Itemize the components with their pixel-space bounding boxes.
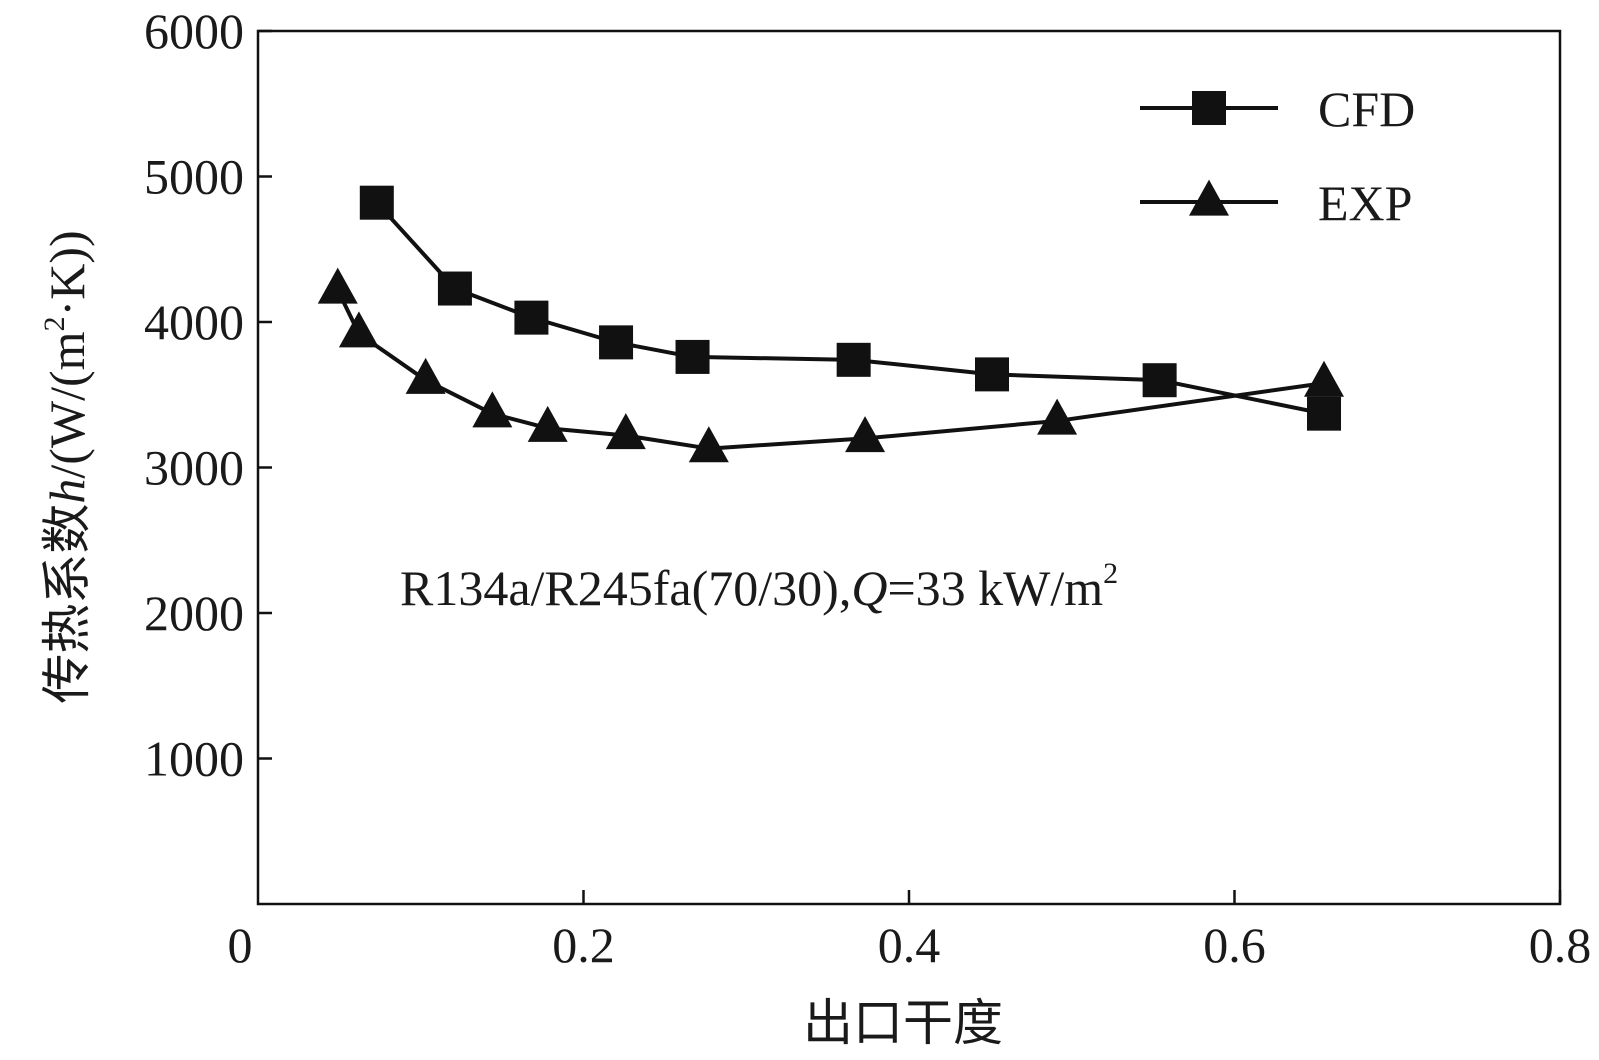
annotation-prefix: R134a/R245fa(70/30), — [400, 560, 851, 616]
legend-marker-exp — [1189, 179, 1229, 216]
point-cfd-4 — [599, 325, 634, 360]
point-exp-7 — [688, 426, 729, 463]
origin-label: 0 — [228, 917, 253, 973]
legend: CFD EXP — [1140, 81, 1415, 231]
point-cfd-2 — [437, 271, 472, 306]
point-cfd-3 — [514, 300, 549, 335]
chart-annotation: R134a/R245fa(70/30),Q=33 kW/m2 — [400, 557, 1118, 616]
plot-frame — [256, 29, 1562, 906]
point-exp-6 — [605, 413, 646, 450]
y-tick-label-6000: 6000 — [144, 3, 244, 59]
point-exp-1 — [317, 267, 358, 304]
x-axis-title: 出口干度 — [803, 995, 1003, 1051]
x-tick-label-0.6: 0.6 — [1203, 917, 1266, 973]
x-tick-label-0.4: 0.4 — [878, 917, 941, 973]
point-cfd-5 — [675, 339, 710, 374]
y-tick-label-1000: 1000 — [144, 731, 244, 787]
point-exp-9 — [1037, 398, 1078, 435]
legend-item-cfd: CFD — [1140, 81, 1415, 137]
series-cfd — [359, 185, 1342, 431]
annotation-sup: 2 — [1103, 557, 1118, 590]
annotation-symbol: Q — [851, 560, 887, 616]
y-axis-title: 传热系数h/(W/(m2·K)) — [38, 230, 95, 703]
y-axis-title-prefix: 传热系数 — [39, 504, 95, 704]
y-tick-label-4000: 4000 — [144, 294, 244, 350]
y-axis-title-unit-end: ·K)) — [39, 230, 95, 316]
ticks — [258, 29, 1562, 904]
point-cfd-8 — [1142, 363, 1177, 398]
y-axis-title-unit: /(W/(m — [39, 331, 95, 478]
series-exp — [317, 267, 1345, 463]
y-axis-title-sup: 2 — [38, 316, 71, 331]
y-tick-label-5000: 5000 — [144, 149, 244, 205]
legend-marker-cfd — [1192, 91, 1226, 125]
point-exp-5 — [527, 405, 568, 442]
y-tick-label-3000: 3000 — [144, 440, 244, 496]
annotation-value: =33 kW/m — [887, 560, 1103, 616]
x-tick-label-0.2: 0.2 — [552, 917, 615, 973]
series-layer — [317, 185, 1345, 463]
point-exp-3 — [405, 357, 446, 394]
point-cfd-7 — [975, 357, 1010, 392]
y-tick-label-2000: 2000 — [144, 585, 244, 641]
tick-labels: 1000 2000 3000 4000 5000 6000 0.2 0.4 0.6 0.8 0 — [144, 3, 1591, 973]
point-exp-8 — [845, 416, 886, 453]
legend-item-exp: EXP — [1140, 175, 1412, 231]
point-cfd-9 — [1307, 396, 1342, 431]
y-axis-title-symbol: h — [39, 479, 95, 504]
legend-label-cfd: CFD — [1318, 81, 1415, 137]
series-line-exp — [335, 289, 1325, 451]
legend-label-exp: EXP — [1318, 175, 1412, 231]
x-tick-label-0.8: 0.8 — [1529, 917, 1592, 973]
point-cfd-6 — [836, 342, 871, 377]
point-exp-10 — [1304, 360, 1345, 397]
point-exp-2 — [338, 311, 379, 348]
point-cfd-1 — [359, 185, 394, 220]
point-exp-4 — [472, 391, 513, 428]
